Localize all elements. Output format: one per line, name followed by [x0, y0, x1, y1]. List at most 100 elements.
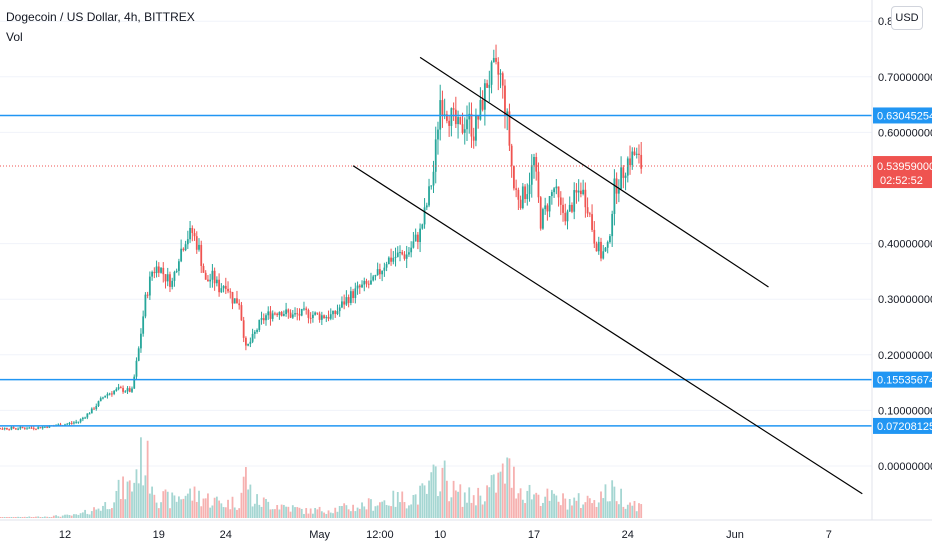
candle-body — [213, 270, 216, 284]
volume-bar — [463, 492, 466, 518]
volume-bar — [443, 460, 446, 518]
volume-bar — [28, 516, 31, 518]
volume-indicator-label[interactable]: Vol — [6, 30, 23, 44]
candle-body — [280, 312, 283, 316]
volume-bar — [421, 483, 424, 518]
candle-body — [117, 387, 120, 389]
volume-bar — [291, 505, 294, 518]
volume-bar — [117, 479, 120, 518]
volume-bar — [622, 506, 625, 518]
volume-bar — [425, 493, 428, 518]
candle-body — [329, 314, 332, 319]
volume-bar — [142, 485, 145, 518]
candle-body — [97, 401, 100, 407]
volume-bar — [309, 508, 312, 518]
volume-bar — [392, 490, 395, 518]
candle-body — [432, 171, 435, 186]
volume-bar — [396, 492, 399, 518]
volume-bar — [325, 513, 328, 518]
volume-bar — [280, 504, 283, 518]
volume-bar — [568, 498, 571, 518]
candle-body — [441, 100, 444, 116]
volume-bar — [626, 504, 629, 518]
volume-bar — [48, 517, 51, 518]
volume-bar — [173, 495, 176, 518]
volume-bar — [99, 510, 102, 518]
volume-bar — [513, 466, 515, 518]
volume-bar — [271, 509, 274, 518]
volume-bar — [3, 517, 6, 518]
volume-bar — [274, 509, 276, 518]
volume-bar — [178, 496, 180, 518]
candle-body — [323, 315, 325, 319]
volume-bar — [64, 514, 66, 518]
volume-bar — [258, 504, 261, 518]
candle-body — [524, 186, 526, 200]
candle-body — [372, 276, 375, 281]
volume-bar — [166, 491, 169, 518]
price-axis[interactable]: 0.8 0.70000000 0.60000000 0.40000000 0.30000… — [878, 16, 932, 473]
candle-body — [39, 427, 42, 429]
candle-body — [537, 171, 540, 198]
candle-body — [559, 197, 562, 205]
volume-bar — [55, 515, 57, 518]
candle-body — [408, 252, 410, 255]
candle-body — [178, 261, 180, 271]
volume-bar — [483, 501, 486, 518]
candle-body — [193, 233, 196, 237]
price-tick-label: 0.40000000 — [878, 239, 932, 251]
volume-bar — [289, 511, 292, 518]
candle-body — [334, 310, 337, 314]
candle-body — [57, 424, 60, 426]
volume-bar — [21, 517, 24, 518]
candle-body — [75, 421, 78, 423]
candle-body — [1, 428, 4, 430]
candle-body — [162, 267, 165, 275]
volume-bar — [548, 500, 551, 518]
volume-bar — [303, 513, 305, 518]
volume-bar — [515, 498, 518, 518]
volume-bar — [215, 496, 218, 518]
volume-bar — [236, 509, 238, 518]
volume-bar — [595, 506, 598, 518]
candle-body — [586, 207, 589, 214]
candle-body — [446, 114, 448, 121]
candle-body — [571, 204, 573, 212]
candle-body — [428, 186, 430, 206]
time-tick-label: 24 — [220, 529, 232, 541]
price-tick-label: 0.00000000 — [878, 461, 932, 473]
candle-body — [588, 213, 591, 215]
volume-bar — [1, 517, 4, 518]
volume-bar — [126, 481, 129, 518]
candle-body — [430, 185, 433, 187]
candle-body — [327, 316, 330, 319]
volume-bar — [305, 508, 308, 518]
currency-selector[interactable]: USD — [891, 6, 923, 30]
volume-bar — [562, 493, 564, 518]
volume-bar — [428, 480, 430, 518]
candle-body — [260, 318, 263, 320]
volume-bar — [479, 495, 482, 518]
volume-bar — [492, 474, 495, 518]
candle-body — [580, 190, 582, 195]
volume-bar — [0, 517, 2, 518]
trend-line — [419, 56, 769, 288]
candle-body — [539, 197, 542, 229]
volume-bar — [77, 514, 80, 518]
volume-bar — [146, 440, 149, 518]
volume-bar — [544, 496, 547, 518]
volume-bar — [276, 505, 279, 518]
volume-bar — [251, 506, 254, 518]
volume-bar — [316, 509, 319, 518]
candle-body — [236, 298, 238, 304]
time-axis[interactable]: 12 19 24 May 12:00 10 17 24 Jun 7 — [59, 529, 832, 541]
candle-body — [316, 312, 319, 314]
volume-bar — [169, 508, 171, 518]
volume-bar — [504, 483, 506, 518]
volume-bar — [95, 509, 98, 518]
volume-bar — [320, 511, 323, 518]
volume-bar — [490, 475, 493, 518]
volume-bar — [229, 509, 232, 518]
